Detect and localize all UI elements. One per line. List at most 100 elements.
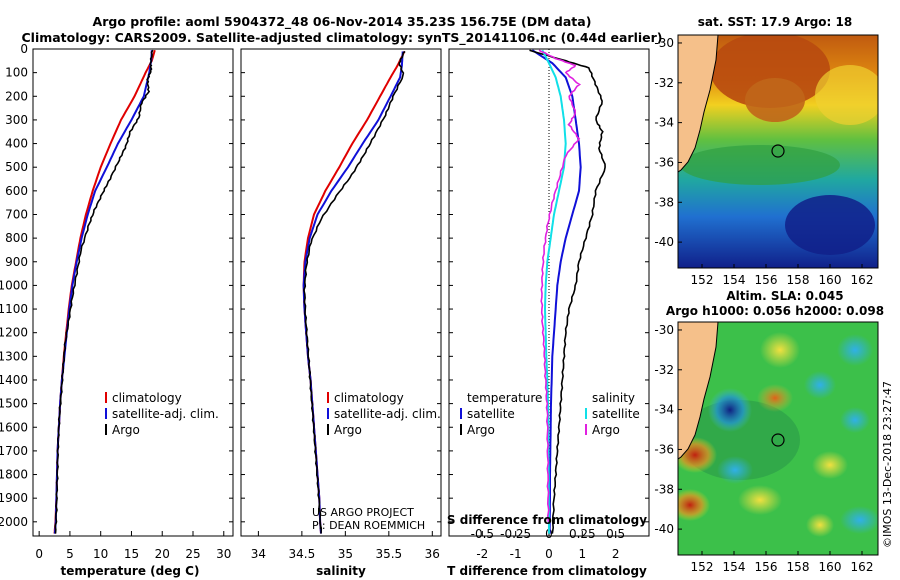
legend-label-satellite: satellite-adj. clim.	[334, 407, 441, 421]
x-tick-label: 30	[216, 547, 231, 561]
series-line-t-argo	[529, 49, 606, 534]
map-x-tick-label: 162	[851, 560, 874, 574]
x-tick-label: 10	[93, 547, 108, 561]
depth-tick-label: 500	[5, 160, 28, 174]
project-annotation-line1: US ARGO PROJECT	[312, 506, 414, 519]
map-x-tick-label: 158	[787, 273, 810, 287]
legend-label-t-argo: Argo	[467, 423, 495, 437]
map-y-tick-label: -38	[654, 195, 674, 209]
legend-label-argo: Argo	[334, 423, 362, 437]
difference-xlabel: T difference from climatology	[447, 564, 647, 578]
series-line-climatology	[53, 49, 156, 534]
sla-high-patch-4	[812, 451, 848, 479]
sst-map	[678, 35, 878, 268]
sst-map-frame	[677, 34, 879, 269]
sla-map-frame	[677, 321, 879, 556]
x-tick-label: 34	[251, 547, 266, 561]
x-tick-labels: 0 5 10 15 20 25 30 34 34.5 35 35.5 36 -2 -1 0 1 2 -0.5 -0.…	[35, 527, 625, 561]
sst-yellow-patch	[815, 65, 878, 125]
x-tick-label: 35	[338, 547, 353, 561]
depth-tick-label: 1100	[0, 302, 28, 316]
temperature-panel-frame	[32, 48, 234, 537]
map-y-tick-label: -40	[654, 235, 674, 249]
map-y-tick-label: -30	[654, 36, 674, 50]
x-tick-label: 36	[425, 547, 440, 561]
depth-tick-label: 0	[20, 42, 28, 56]
map-x-tick-label: 152	[691, 273, 714, 287]
s-difference-tick-label: 0.25	[569, 527, 596, 541]
depth-tick-label: 1600	[0, 420, 28, 434]
series-line-s-argo	[538, 49, 582, 522]
salinity-profile-lines	[302, 50, 406, 534]
series-line-argo	[303, 50, 406, 534]
depth-tick-label: 400	[5, 137, 28, 151]
difference-legend-salinity: salinity satellite Argo	[585, 391, 640, 437]
depth-tick-label: 1400	[0, 373, 28, 387]
difference-profile-lines	[529, 49, 606, 536]
sla-low-patch-3	[840, 407, 870, 433]
s-difference-tick-label: -0.5	[471, 527, 494, 541]
x-tick-label: -1	[510, 547, 522, 561]
s-difference-xlabel: S difference from climatology	[447, 513, 647, 527]
sst-map-title: sat. SST: 17.9 Argo: 18	[698, 15, 852, 29]
map-x-tick-label: 158	[787, 560, 810, 574]
map-x-tick-label: 156	[755, 560, 778, 574]
project-annotation-line2: PI: DEAN ROEMMICH	[312, 519, 425, 532]
map-x-tick-label: 156	[755, 273, 778, 287]
temperature-xlabel: temperature (deg C)	[61, 564, 200, 578]
depth-tick-label: 1300	[0, 349, 28, 363]
argo-position-marker	[771, 433, 785, 447]
x-tick-label: 0	[545, 547, 553, 561]
title-line-1: Argo profile: aoml 5904372_48 06-Nov-201…	[93, 14, 592, 30]
map-x-tick-label: 162	[851, 273, 874, 287]
legend-label-s-satellite: satellite	[592, 407, 640, 421]
sla-low-patch-2	[837, 334, 873, 366]
sla-high-patch-1	[760, 332, 800, 368]
x-tick-label: 0	[35, 547, 43, 561]
land-australia	[678, 322, 719, 460]
map-y-tick-label: -36	[654, 442, 674, 456]
salinity-panel-frame	[240, 48, 442, 537]
map-y-tick-label: -34	[654, 116, 674, 130]
map-y-tick-label: -36	[654, 155, 674, 169]
map-y-tick-label: -32	[654, 363, 674, 377]
sla-map-title: Altim. SLA: 0.045	[726, 289, 843, 303]
series-line-argo	[54, 49, 154, 534]
depth-tick-label: 1200	[0, 326, 28, 340]
depth-tick-label: 1000	[0, 278, 28, 292]
difference-legend-temperature: temperature satellite Argo	[460, 391, 542, 437]
sla-low-eddy-1	[708, 388, 752, 432]
series-line-satellite-adj-clim-	[302, 51, 404, 534]
legend-heading-temperature: temperature	[467, 391, 542, 405]
sla-map-ticks: 152 154 156 158 160 162 -30 -32 -34 -36 -38 -40	[654, 323, 873, 574]
legend-label-climatology: climatology	[112, 391, 182, 405]
map-x-tick-label: 152	[691, 560, 714, 574]
temperature-profile-lines	[53, 49, 156, 534]
depth-tick-label: 200	[5, 89, 28, 103]
sla-low-patch-4	[804, 371, 836, 399]
legend-label-s-argo: Argo	[592, 423, 620, 437]
series-line-climatology	[302, 50, 406, 534]
depth-tick-label: 1700	[0, 444, 28, 458]
depth-tick-label: 900	[5, 255, 28, 269]
x-tick-label: 2	[612, 547, 620, 561]
sst-map-ticks: 152 154 156 158 160 162 -30 -32 -34 -36 -38 -40	[654, 36, 873, 287]
temperature-legend: climatology satellite-adj. clim. Argo	[105, 391, 219, 437]
depth-tick-label: 800	[5, 231, 28, 245]
x-tick-label: 34.5	[289, 547, 316, 561]
depth-tick-label: 2000	[0, 515, 28, 529]
x-tick-label: 5	[66, 547, 74, 561]
legend-label-argo: Argo	[112, 423, 140, 437]
legend-label-t-satellite: satellite	[467, 407, 515, 421]
sst-green-band	[680, 145, 840, 185]
sst-warm-tongue	[745, 78, 805, 122]
series-line-s-satellite	[541, 49, 567, 534]
depth-tick-label: 600	[5, 184, 28, 198]
map-x-tick-label: 154	[723, 273, 746, 287]
title-line-2: Climatology: CARS2009. Satellite-adjuste…	[21, 30, 662, 46]
map-y-tick-label: -38	[654, 482, 674, 496]
x-tick-label: 1	[579, 547, 587, 561]
s-difference-tick-label: 0.5	[606, 527, 625, 541]
map-y-tick-label: -40	[654, 522, 674, 536]
